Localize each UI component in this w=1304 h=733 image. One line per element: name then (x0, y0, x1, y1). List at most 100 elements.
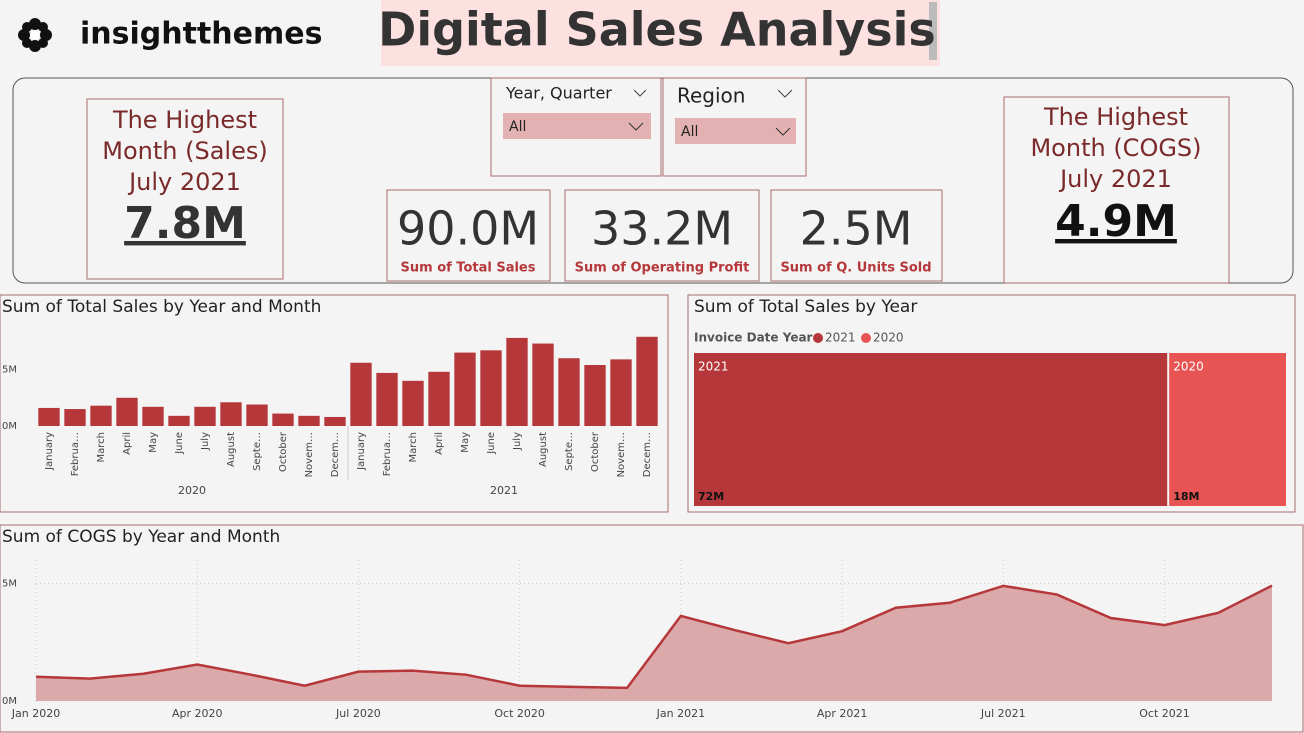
card-value: 7.8M (124, 198, 246, 249)
tile-value: 72M (698, 490, 724, 503)
y-tick-label: 5M (2, 579, 17, 590)
bar (246, 404, 268, 426)
line (35, 584, 1273, 690)
bar-panel (0, 294, 669, 513)
bar (220, 402, 242, 426)
brand: insightthemes (80, 17, 322, 52)
bar (532, 343, 554, 426)
bar (324, 416, 346, 426)
bar (64, 409, 86, 426)
slicer-label: Year, Quarter (505, 84, 612, 103)
x-tick-label: Septe… (564, 432, 575, 471)
bar (350, 362, 372, 426)
x-tick-label: Jan 2021 (656, 707, 705, 720)
highest-cogs-card (1003, 96, 1230, 284)
x-tick-label: Oct 2021 (1139, 707, 1190, 720)
treemap-tile (694, 353, 1168, 506)
kpi-card (770, 189, 943, 282)
card-line: July 2021 (127, 168, 241, 196)
x-tick-label: July (200, 432, 211, 451)
chevron (628, 122, 644, 131)
x-tick-label: October (590, 431, 601, 472)
card-line: Month (Sales) (102, 137, 267, 165)
x-tick-label: January (356, 432, 367, 471)
x-tick-label: June (486, 432, 497, 455)
kpi-card (386, 189, 551, 282)
bar (298, 415, 320, 426)
slicer-dropdown[interactable] (503, 113, 651, 139)
tile-label: 2021 (698, 360, 729, 374)
kpi-value: 90.0M (397, 202, 539, 256)
bar (558, 358, 580, 426)
slicer-label: Region (677, 84, 745, 108)
x-tick-label: August (226, 432, 237, 467)
x-tick-label: Decem… (330, 432, 341, 477)
tile-label: 2020 (1173, 360, 1204, 374)
y-tick-label: 5M (2, 365, 17, 376)
bar (584, 365, 606, 426)
bar (402, 380, 424, 426)
x-tick-label: Septe… (252, 432, 263, 471)
chart-title: Sum of Total Sales by Year (694, 297, 917, 317)
x-tick-label: Decem… (642, 432, 653, 477)
x-tick-label: Jul 2020 (335, 707, 381, 720)
bar (636, 336, 658, 426)
x-tick-label: August (538, 432, 549, 467)
y-tick-label: 0M (2, 421, 17, 432)
x-tick-label: Apr 2020 (172, 707, 223, 720)
bar (480, 350, 502, 426)
x-tick-label: Jan 2020 (11, 707, 60, 720)
x-tick-label: April (122, 432, 133, 455)
x-group-label: 2021 (490, 484, 518, 497)
x-tick-label: June (174, 432, 185, 455)
card-line: Month (COGS) (1030, 134, 1201, 162)
kpi-label: Sum of Q. Units Sold (780, 261, 931, 276)
legend-marker (813, 333, 823, 343)
bar (90, 405, 112, 426)
chevron (775, 127, 791, 136)
bar (116, 397, 138, 426)
x-tick-label: May (460, 432, 471, 453)
bar (142, 406, 164, 426)
legend-title: Invoice Date Year (694, 331, 813, 345)
logo (18, 18, 52, 52)
x-tick-label: March (408, 432, 419, 462)
area (36, 585, 1272, 701)
x-tick-label: Februa… (382, 432, 393, 476)
kpi-value: 2.5M (800, 202, 913, 256)
x-tick-label: Oct 2020 (494, 707, 545, 720)
legend-label: 2020 (873, 331, 904, 345)
card-line: July 2021 (1058, 165, 1172, 193)
bar (428, 371, 450, 426)
slicer-value: All (509, 119, 526, 135)
x-tick-label: Februa… (70, 432, 81, 476)
bar (506, 337, 528, 426)
x-tick-label: March (96, 432, 107, 462)
x-tick-label: April (434, 432, 445, 455)
page-title: Digital Sales Analysis (378, 3, 936, 57)
chevron (633, 89, 647, 97)
slicer-dropdown[interactable] (675, 118, 796, 144)
legend-marker (861, 333, 871, 343)
title-bg (381, 0, 940, 66)
bar (272, 413, 294, 426)
x-group-label: 2020 (178, 484, 206, 497)
tile-value: 18M (1173, 490, 1199, 503)
kpi-card (564, 189, 760, 282)
bar (376, 372, 398, 426)
x-tick-label: January (44, 432, 55, 471)
x-tick-label: Jul 2021 (980, 707, 1026, 720)
title-cursor (929, 2, 937, 60)
x-tick-label: October (278, 431, 289, 472)
kpi-label: Sum of Total Sales (401, 261, 536, 276)
chart-title: Sum of Total Sales by Year and Month (2, 297, 321, 317)
legend-label: 2021 (825, 331, 856, 345)
bar (168, 415, 190, 426)
x-tick-label: Apr 2021 (817, 707, 868, 720)
card-line: The Highest (112, 106, 257, 134)
bar (194, 406, 216, 426)
card-value: 4.9M (1055, 196, 1177, 247)
x-tick-label: July (512, 432, 523, 451)
x-tick-label: Novem… (616, 432, 627, 477)
